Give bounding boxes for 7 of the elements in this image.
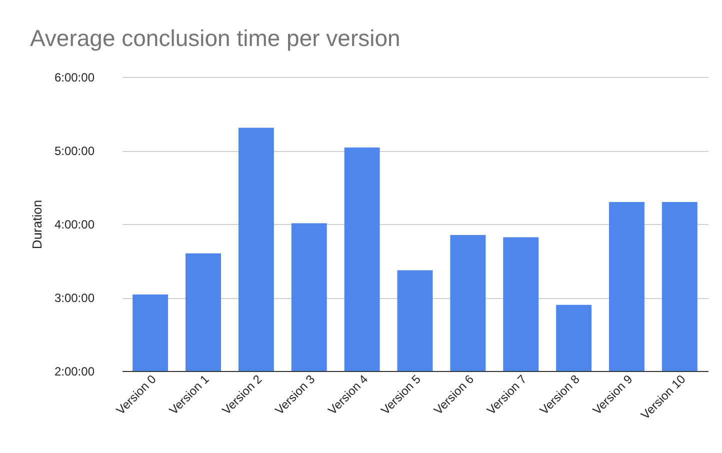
y-axis-title: Duration — [29, 200, 44, 250]
y-tick-label: 6:00:00 — [54, 70, 95, 84]
y-tick-label: 2:00:00 — [54, 364, 95, 378]
y-tick-label: 3:00:00 — [54, 291, 95, 305]
chart-title: Average conclusion time per version — [30, 25, 400, 51]
y-tick-label: 5:00:00 — [54, 144, 95, 158]
y-tick-label: 4:00:00 — [54, 218, 95, 232]
